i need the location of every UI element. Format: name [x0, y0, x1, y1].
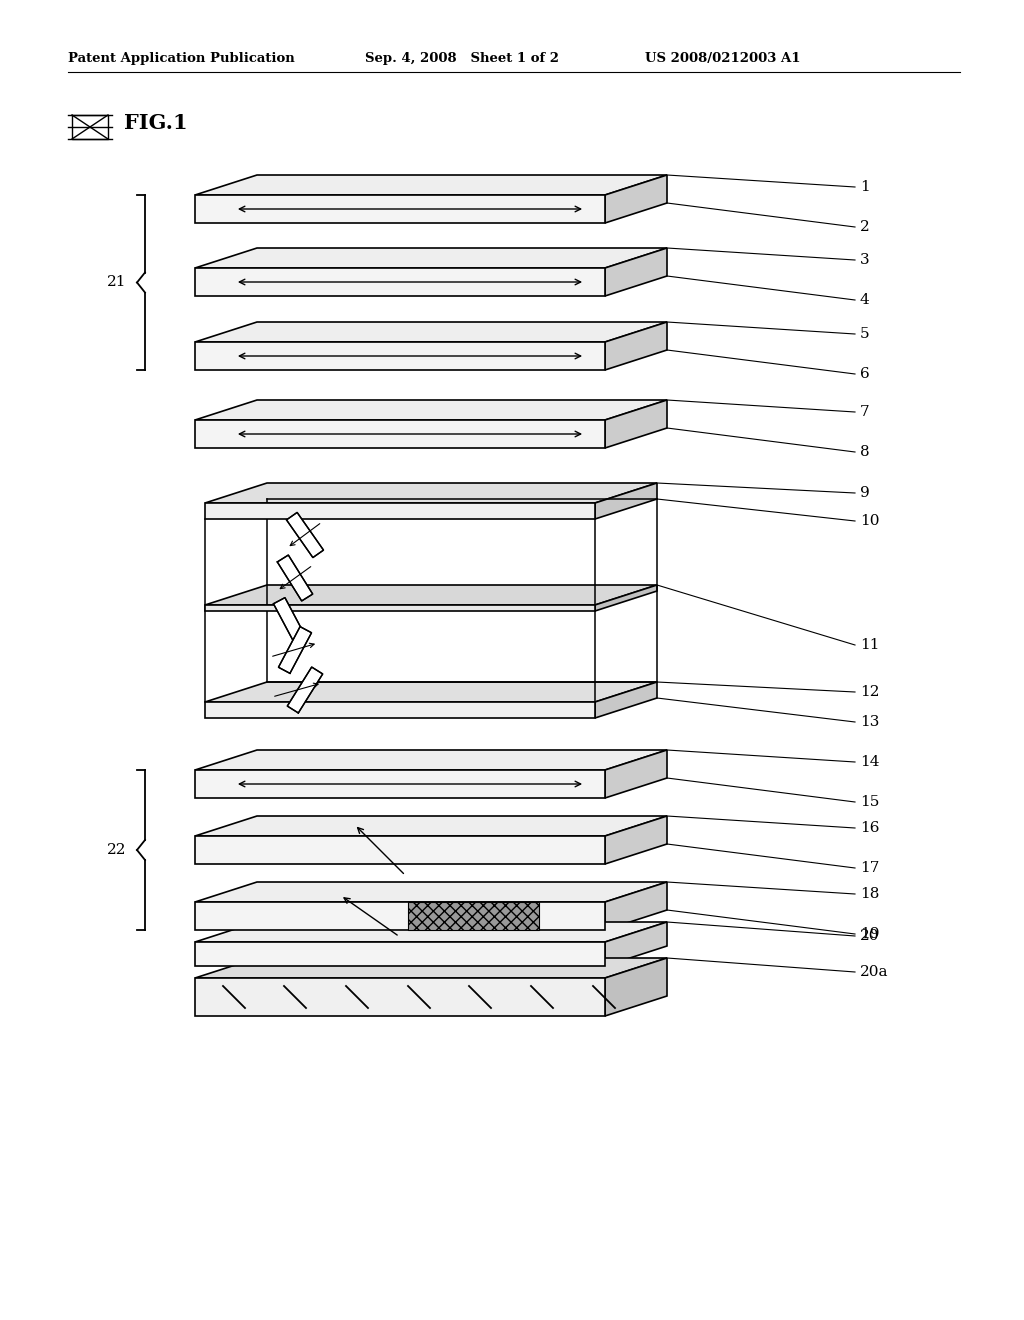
Polygon shape [287, 512, 324, 557]
Polygon shape [605, 958, 667, 1016]
Polygon shape [195, 902, 605, 931]
Polygon shape [205, 605, 595, 611]
Polygon shape [595, 483, 657, 519]
Polygon shape [595, 682, 657, 718]
Polygon shape [605, 750, 667, 799]
Polygon shape [273, 598, 306, 644]
Polygon shape [195, 342, 605, 370]
Polygon shape [605, 816, 667, 865]
Polygon shape [605, 176, 667, 223]
Text: 10: 10 [860, 513, 880, 528]
Text: 17: 17 [860, 861, 880, 875]
Polygon shape [195, 882, 667, 902]
Text: 14: 14 [860, 755, 880, 770]
Polygon shape [195, 195, 605, 223]
Polygon shape [605, 322, 667, 370]
Polygon shape [195, 921, 667, 942]
Text: FIG.1: FIG.1 [124, 114, 187, 133]
Polygon shape [605, 248, 667, 296]
Polygon shape [195, 322, 667, 342]
Text: 20a: 20a [860, 965, 889, 979]
Polygon shape [195, 978, 605, 1016]
Text: 12: 12 [860, 685, 880, 700]
Polygon shape [595, 585, 657, 611]
Polygon shape [195, 958, 667, 978]
Text: 13: 13 [860, 715, 880, 729]
Text: Patent Application Publication: Patent Application Publication [68, 51, 295, 65]
Polygon shape [278, 554, 312, 601]
Polygon shape [605, 921, 667, 966]
Text: 4: 4 [860, 293, 869, 308]
Polygon shape [205, 585, 657, 605]
Text: 16: 16 [860, 821, 880, 836]
Polygon shape [195, 400, 667, 420]
Polygon shape [195, 420, 605, 447]
Text: 11: 11 [860, 638, 880, 652]
Polygon shape [195, 176, 667, 195]
Text: 8: 8 [860, 445, 869, 459]
Polygon shape [195, 268, 605, 296]
Text: 2: 2 [860, 220, 869, 234]
Polygon shape [205, 503, 595, 519]
Text: 20: 20 [860, 929, 880, 942]
Text: 3: 3 [860, 253, 869, 267]
Polygon shape [195, 248, 667, 268]
Polygon shape [195, 816, 667, 836]
Polygon shape [205, 483, 657, 503]
Polygon shape [205, 682, 657, 702]
Polygon shape [195, 750, 667, 770]
Polygon shape [288, 667, 323, 713]
Polygon shape [279, 627, 311, 673]
Text: Sep. 4, 2008   Sheet 1 of 2: Sep. 4, 2008 Sheet 1 of 2 [365, 51, 559, 65]
Text: 18: 18 [860, 887, 880, 902]
Text: 21: 21 [108, 276, 127, 289]
Text: 15: 15 [860, 795, 880, 809]
Polygon shape [205, 702, 595, 718]
Text: 9: 9 [860, 486, 869, 500]
Polygon shape [605, 882, 667, 931]
Polygon shape [605, 400, 667, 447]
Text: 19: 19 [860, 927, 880, 941]
Text: 5: 5 [860, 327, 869, 341]
Text: 1: 1 [860, 180, 869, 194]
Text: 6: 6 [860, 367, 869, 381]
Polygon shape [195, 942, 605, 966]
Polygon shape [195, 770, 605, 799]
Text: 7: 7 [860, 405, 869, 418]
Text: 22: 22 [108, 843, 127, 857]
Text: US 2008/0212003 A1: US 2008/0212003 A1 [645, 51, 801, 65]
Polygon shape [195, 836, 605, 865]
Polygon shape [408, 902, 539, 931]
